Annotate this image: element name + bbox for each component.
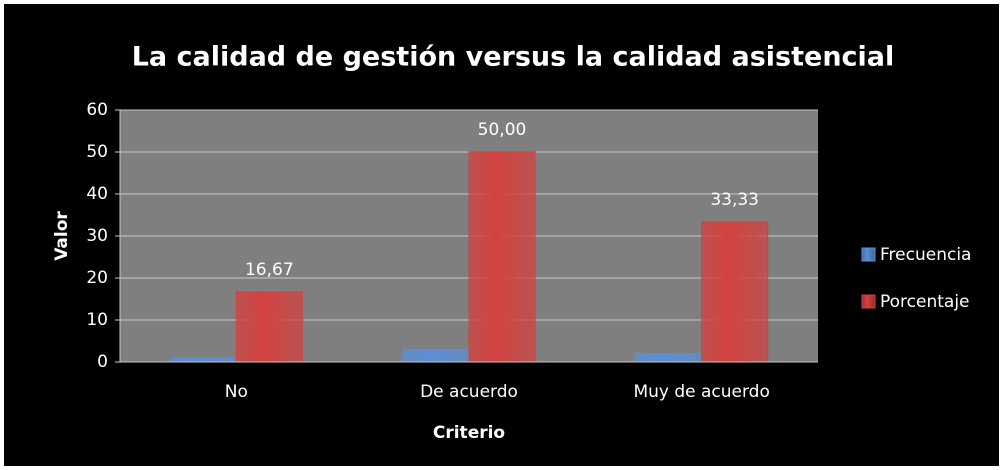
bar — [169, 357, 237, 363]
legend-swatch — [861, 294, 876, 309]
y-tick-label: 0 — [97, 352, 108, 372]
x-axis-label: Criterio — [433, 423, 505, 443]
bar — [701, 221, 769, 363]
bar — [235, 291, 303, 363]
data-label: 33,33 — [710, 190, 759, 210]
x-tick-label: De acuerdo — [420, 382, 518, 402]
x-tick-label: Muy de acuerdo — [633, 382, 769, 402]
legend-label: Frecuencia — [880, 245, 971, 265]
bar — [402, 348, 470, 363]
y-tick-label: 60 — [86, 100, 108, 120]
x-tick-label: No — [225, 382, 248, 402]
y-tick-label: 20 — [86, 268, 108, 288]
legend-label: Porcentaje — [880, 292, 970, 312]
y-axis-label: Valor — [52, 211, 72, 261]
y-tick-label: 50 — [86, 142, 108, 162]
y-tick-label: 10 — [86, 310, 108, 330]
data-label: 50,00 — [478, 120, 527, 140]
y-tick-label: 40 — [86, 184, 108, 204]
chart-title: La calidad de gestión versus la calidad … — [132, 42, 895, 73]
data-label: 16,67 — [245, 260, 294, 280]
y-tick-label: 30 — [86, 226, 108, 246]
legend-swatch — [861, 247, 876, 262]
bar — [635, 353, 703, 363]
bar — [468, 151, 536, 363]
